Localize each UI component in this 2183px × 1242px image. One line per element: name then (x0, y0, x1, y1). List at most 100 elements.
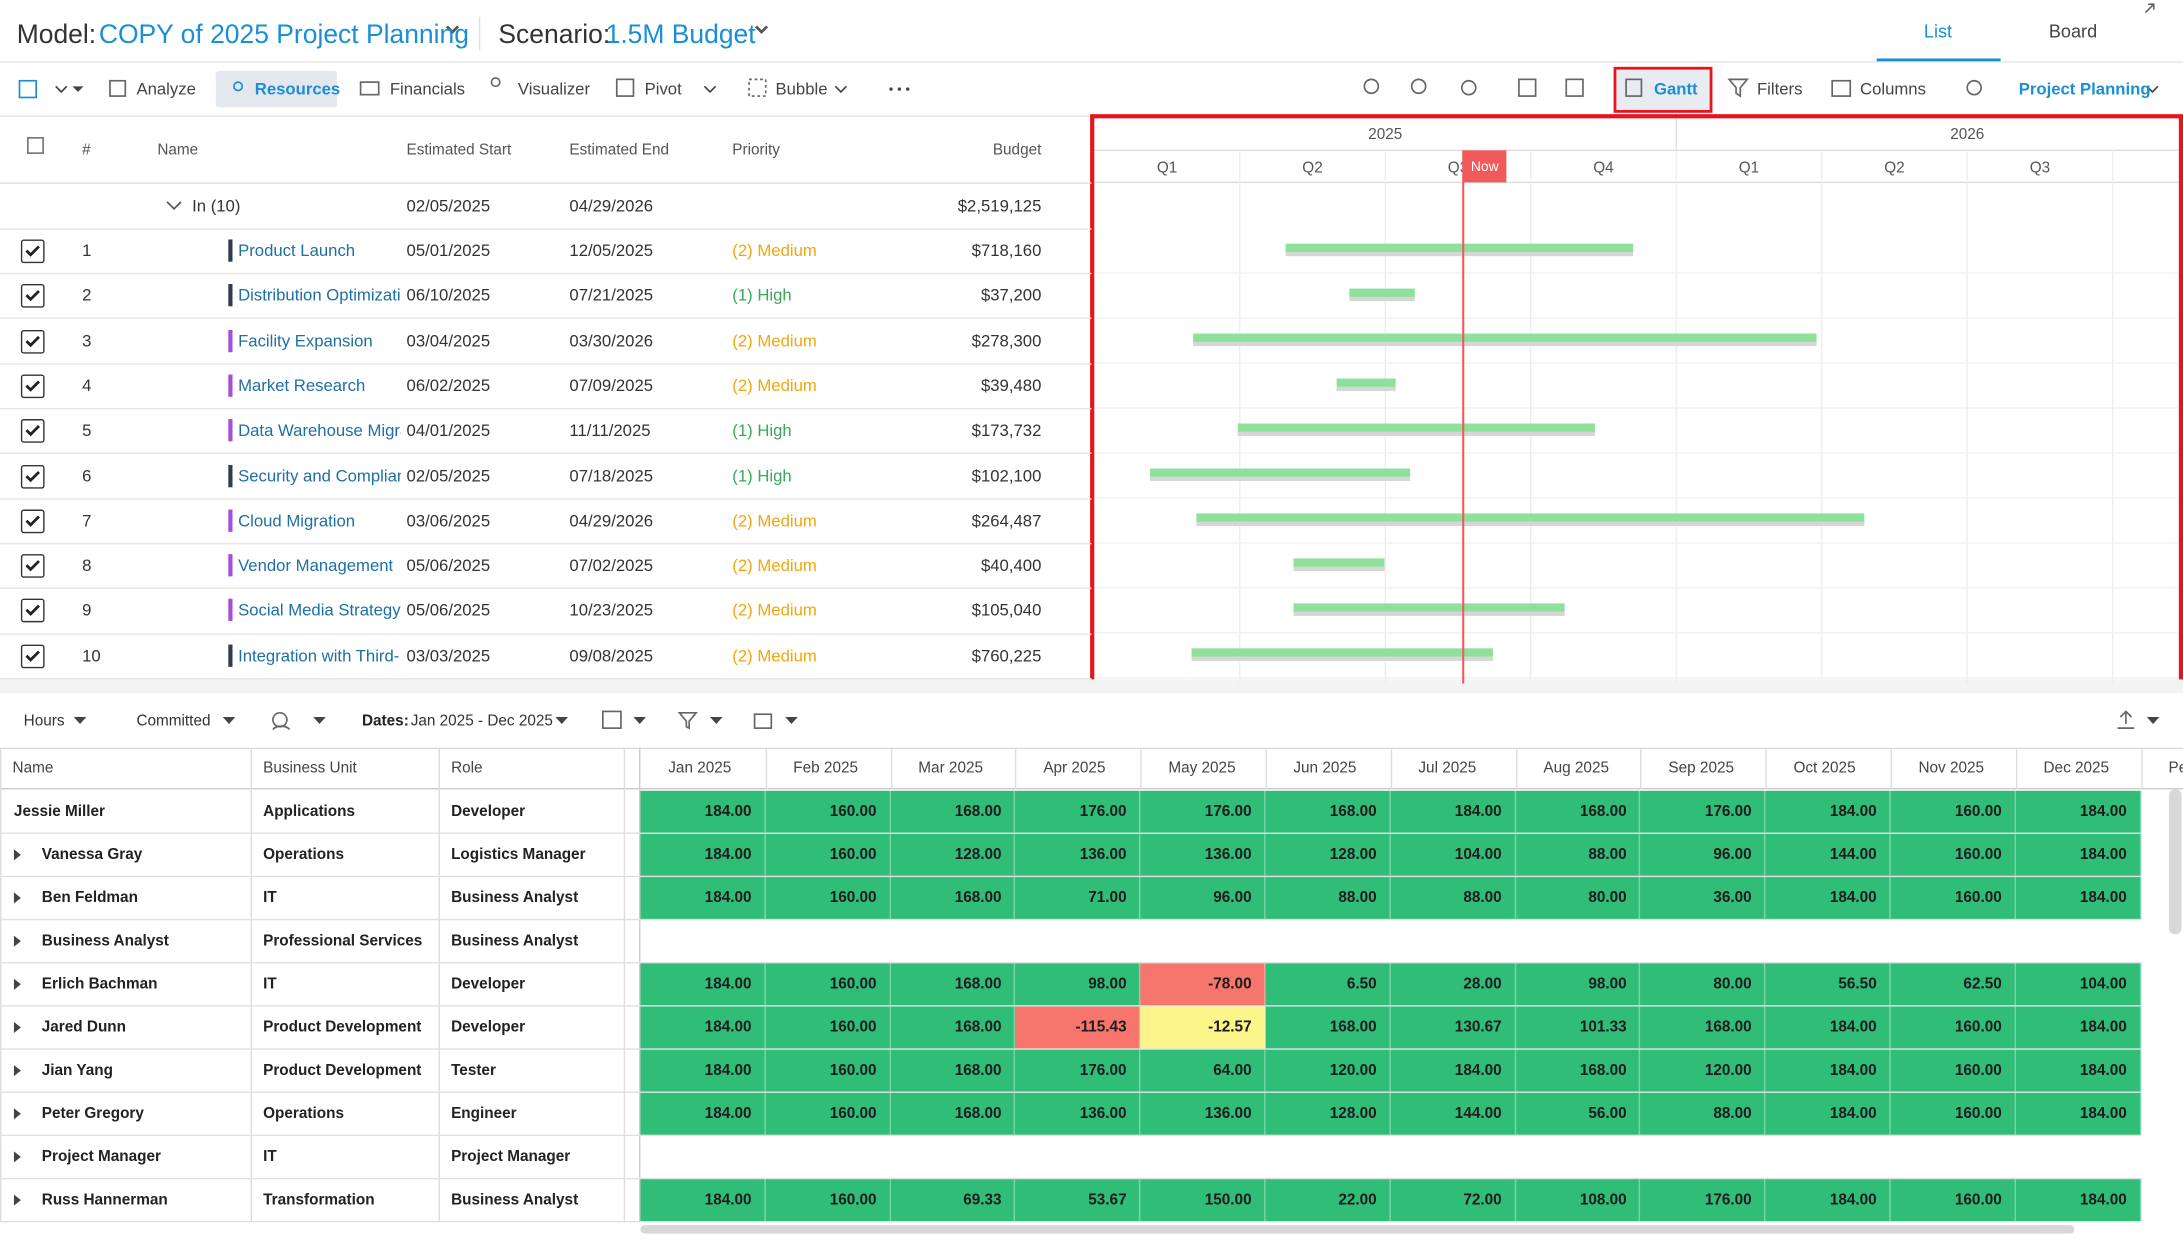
expand-arrow[interactable] (13, 848, 21, 860)
hours-cell[interactable] (640, 1179, 766, 1221)
hours-cell[interactable] (1140, 1179, 1266, 1221)
hours-cell[interactable] (1140, 1092, 1266, 1135)
row-checkbox[interactable] (20, 464, 45, 488)
toolbar-button[interactable]: Filters (1756, 79, 1803, 99)
dropdown-icon[interactable] (445, 25, 769, 34)
hours-cell[interactable] (1515, 1092, 1641, 1135)
more-dot[interactable] (889, 87, 893, 91)
hours-cell[interactable] (640, 877, 766, 919)
hours-cell[interactable] (1765, 790, 1891, 833)
hours-cell[interactable] (2015, 1092, 2141, 1135)
scenario-name[interactable]: 1.5M Budget (605, 20, 756, 51)
hours-cell[interactable] (1390, 1179, 1516, 1221)
row-checkbox[interactable] (20, 329, 45, 354)
toolbar-button[interactable]: Gantt (1653, 79, 1698, 99)
hours-cell[interactable] (1515, 963, 1641, 1006)
zoom-in-icon[interactable] (1363, 78, 1380, 95)
hours-cell[interactable] (1015, 790, 1141, 833)
task-name[interactable]: Distribution Optimizati (238, 285, 401, 306)
hours-cell[interactable] (1390, 790, 1516, 833)
hours-cell[interactable] (1765, 1006, 1891, 1049)
hours-cell[interactable] (1515, 790, 1641, 833)
row-checkbox[interactable] (20, 554, 45, 578)
toolbar-button[interactable]: Financials (389, 79, 466, 99)
gantt-bar[interactable] (1237, 423, 1595, 432)
refresh-icon[interactable] (1966, 79, 1982, 96)
hours-cell[interactable] (2015, 1179, 2141, 1221)
task-name[interactable]: Market Research (238, 375, 366, 396)
resources-option[interactable]: Hours (23, 712, 65, 730)
filter-icon[interactable] (677, 711, 698, 730)
hours-cell[interactable] (1640, 1049, 1766, 1092)
select-all-checkbox[interactable] (27, 136, 44, 154)
hours-cell[interactable] (765, 877, 891, 919)
hours-cell[interactable] (1515, 1049, 1641, 1092)
hours-cell[interactable] (1765, 877, 1891, 919)
hours-cell[interactable] (765, 1049, 891, 1092)
gantt-bar[interactable] (1193, 333, 1817, 342)
dropdown-icon[interactable] (2146, 85, 2159, 94)
hours-cell[interactable] (1265, 1179, 1391, 1221)
hours-cell[interactable] (1765, 963, 1891, 1006)
hours-cell[interactable] (1265, 1006, 1391, 1049)
task-name[interactable]: Security and Complian (238, 465, 401, 486)
row-checkbox[interactable] (20, 509, 45, 533)
hours-cell[interactable] (1390, 1006, 1516, 1049)
task-name[interactable]: Cloud Migration (238, 510, 356, 531)
toolbar-button[interactable]: Columns (1860, 79, 1926, 99)
save-icon[interactable] (18, 79, 38, 99)
row-checkbox[interactable] (20, 284, 45, 309)
hours-cell[interactable] (1015, 963, 1141, 1006)
hours-cell[interactable] (640, 833, 766, 876)
toolbar-button[interactable]: Analyze (136, 79, 196, 99)
view-selector[interactable]: Project Planning (2018, 79, 2151, 99)
popout-icon[interactable] (2144, 3, 2155, 14)
hours-cell[interactable] (640, 790, 766, 833)
hours-cell[interactable] (890, 1179, 1016, 1221)
hours-cell[interactable] (1765, 833, 1891, 876)
task-name[interactable]: Product Launch (238, 240, 356, 261)
hours-cell[interactable] (1015, 1006, 1141, 1049)
dropdown-icon[interactable] (703, 85, 717, 94)
hours-cell[interactable] (1015, 1092, 1141, 1135)
hours-cell[interactable] (2015, 1049, 2141, 1092)
row-checkbox[interactable] (20, 599, 45, 623)
hours-cell[interactable] (1640, 877, 1766, 919)
row-checkbox[interactable] (20, 239, 45, 264)
row-checkbox[interactable] (20, 419, 45, 443)
hours-cell[interactable] (1890, 877, 2016, 919)
hours-cell[interactable] (2015, 1006, 2141, 1049)
hours-cell[interactable] (1265, 1092, 1391, 1135)
hours-cell[interactable] (765, 833, 891, 876)
hours-cell[interactable] (1515, 833, 1641, 876)
hours-cell[interactable] (640, 963, 766, 1006)
hours-cell[interactable] (1640, 1006, 1766, 1049)
collapse-icon[interactable] (1565, 78, 1584, 97)
hours-cell[interactable] (1890, 1049, 2016, 1092)
hours-cell[interactable] (1140, 877, 1266, 919)
hours-cell[interactable] (640, 1049, 766, 1092)
gantt-bar[interactable] (1293, 603, 1565, 612)
hours-cell[interactable] (890, 1092, 1016, 1135)
toolbar-button[interactable]: Bubble (775, 79, 828, 99)
gantt-bar[interactable] (1285, 243, 1634, 252)
expand-arrow[interactable] (13, 891, 21, 903)
hours-cell[interactable] (2015, 963, 2141, 1006)
task-name[interactable]: Integration with Third- (238, 645, 400, 666)
gantt-bar[interactable] (1349, 288, 1415, 297)
hours-cell[interactable] (765, 963, 891, 1006)
hours-cell[interactable] (1390, 877, 1516, 919)
hours-cell[interactable] (1890, 833, 2016, 876)
expand-arrow[interactable] (13, 1150, 21, 1162)
view-tab[interactable]: Board (2048, 20, 2098, 42)
hours-cell[interactable] (1515, 1179, 1641, 1221)
expand-arrow[interactable] (13, 1107, 21, 1119)
hours-cell[interactable] (1265, 963, 1391, 1006)
hours-cell[interactable] (765, 790, 891, 833)
gantt-bar[interactable] (1336, 378, 1396, 387)
hours-cell[interactable] (1890, 1179, 2016, 1221)
hours-cell[interactable] (1390, 1092, 1516, 1135)
more-dot[interactable] (906, 87, 910, 91)
toolbar-button[interactable]: Pivot (644, 79, 682, 99)
hours-cell[interactable] (640, 1006, 766, 1049)
